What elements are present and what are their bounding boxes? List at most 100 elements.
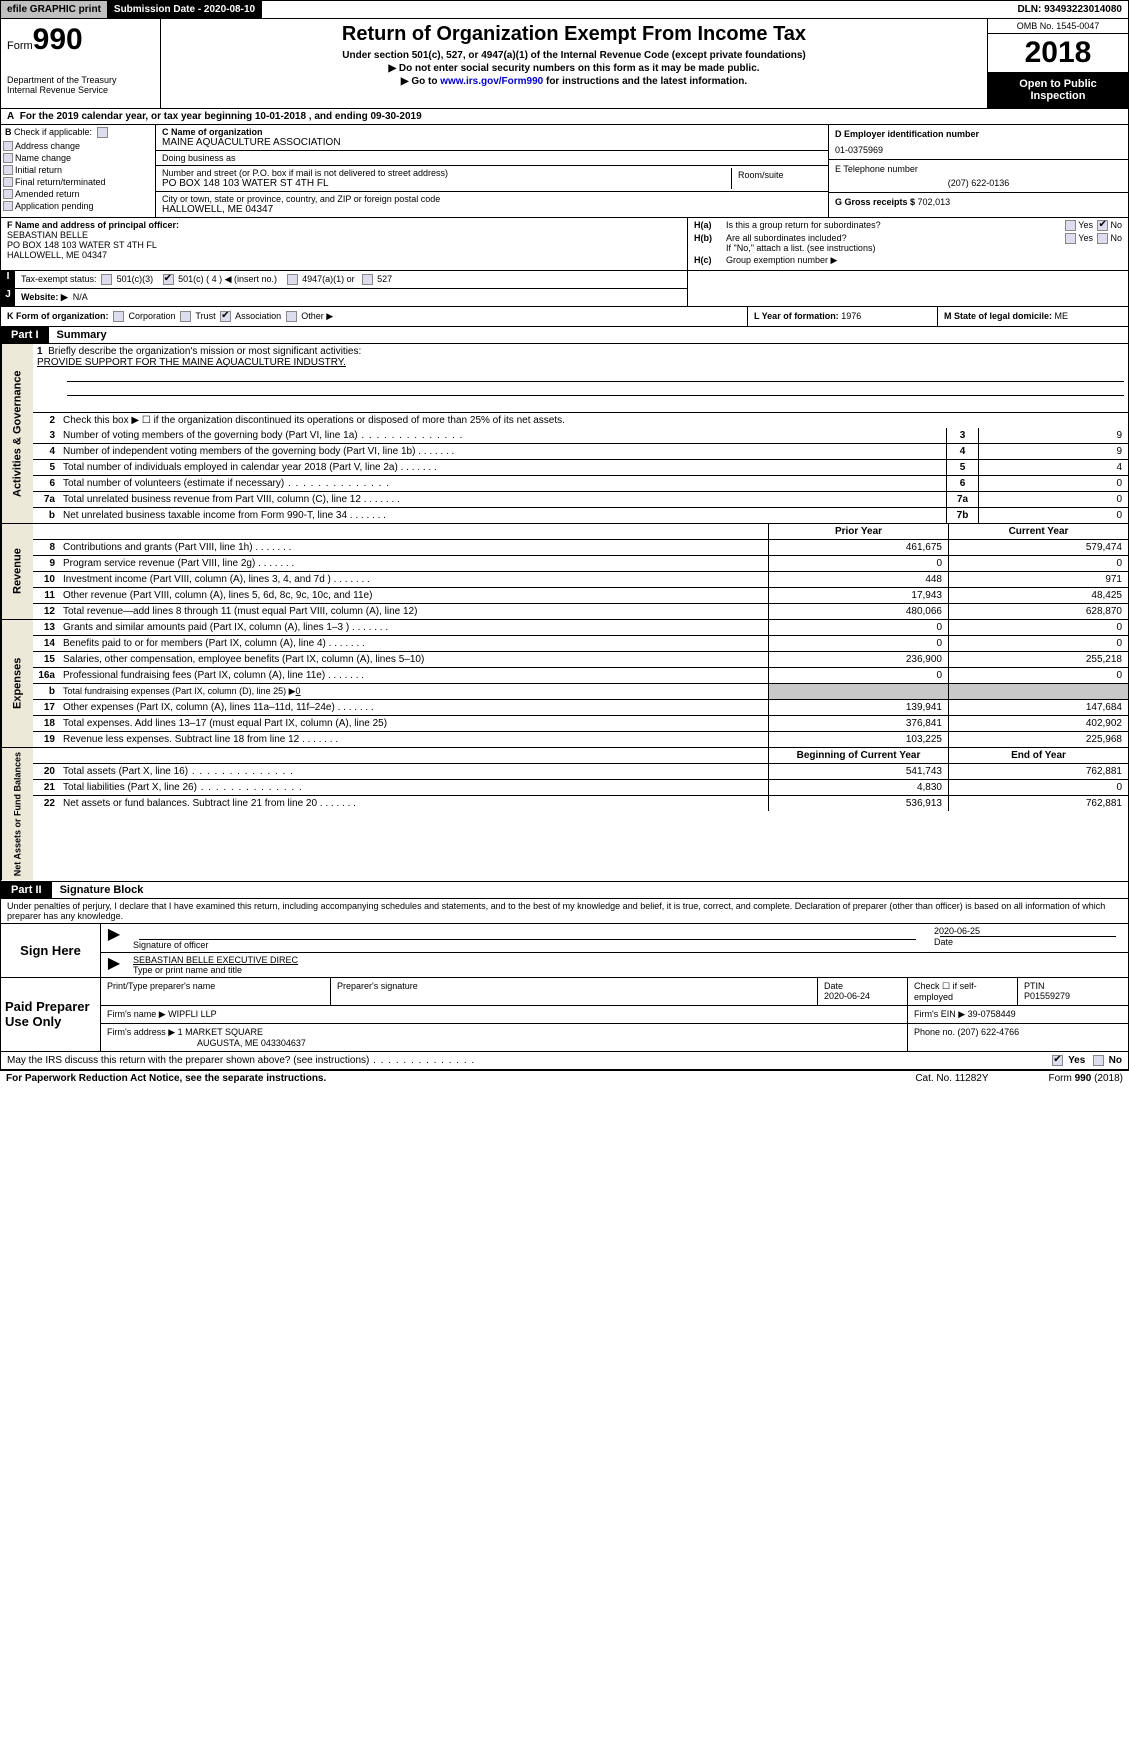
line-21-cy: 0 bbox=[948, 780, 1128, 795]
website-label: Website: ▶ bbox=[21, 292, 68, 302]
writein-line bbox=[67, 384, 1124, 396]
date-label: Date bbox=[934, 937, 1122, 947]
telephone-value: (207) 622-0136 bbox=[835, 178, 1122, 188]
line-16b-py-shade bbox=[768, 684, 948, 699]
firm-name: WIPFLI LLP bbox=[168, 1009, 217, 1019]
chk-527[interactable] bbox=[362, 274, 373, 285]
hb-no-checkbox[interactable] bbox=[1097, 233, 1108, 244]
line-15-cy: 255,218 bbox=[948, 652, 1128, 667]
line-17-py: 139,941 bbox=[768, 700, 948, 715]
col-b-header: B Check if applicable: bbox=[1, 125, 155, 140]
line-10: 10Investment income (Part VIII, column (… bbox=[33, 572, 1128, 588]
footer-paperwork: For Paperwork Reduction Act Notice, see … bbox=[6, 1073, 326, 1084]
form-of-org: K Form of organization: Corporation Trus… bbox=[1, 307, 748, 326]
goto-prefix: Go to bbox=[411, 76, 440, 87]
row-klm: K Form of organization: Corporation Trus… bbox=[0, 307, 1129, 327]
org-name: MAINE AQUACULTURE ASSOCIATION bbox=[162, 137, 822, 148]
room-label: Room/suite bbox=[732, 168, 822, 189]
ha-no-checkbox[interactable] bbox=[1097, 220, 1108, 231]
line-16a-py: 0 bbox=[768, 668, 948, 683]
line-18-py: 376,841 bbox=[768, 716, 948, 731]
chk-501c[interactable] bbox=[163, 274, 174, 285]
line-16a: 16aProfessional fundraising fees (Part I… bbox=[33, 668, 1128, 684]
line-22-cy: 762,881 bbox=[948, 796, 1128, 811]
firm-addr1: 1 MARKET SQUARE bbox=[178, 1027, 263, 1037]
open-line2: Inspection bbox=[990, 90, 1126, 102]
ha-question: Is this a group return for subordinates? bbox=[726, 220, 1063, 231]
line-16b-cy-shade bbox=[948, 684, 1128, 699]
activities-governance-block: Activities & Governance 1 Briefly descri… bbox=[0, 344, 1129, 524]
line-4-label: Number of independent voting members of … bbox=[59, 444, 946, 459]
perjury-statement: Under penalties of perjury, I declare th… bbox=[0, 899, 1129, 924]
hb-note: If "No," attach a list. (see instruction… bbox=[726, 243, 875, 253]
line-5: 5Total number of individuals employed in… bbox=[33, 460, 1128, 476]
line-12-label: Total revenue—add lines 8 through 11 (mu… bbox=[59, 604, 768, 619]
line-5-value: 4 bbox=[978, 460, 1128, 475]
chk-amended-return[interactable]: Amended return bbox=[1, 188, 155, 200]
preparer-sig-label: Preparer's signature bbox=[331, 978, 818, 1005]
chk-corporation[interactable] bbox=[113, 311, 124, 322]
opt-other: Other ▶ bbox=[301, 311, 333, 321]
firm-name-label: Firm's name ▶ bbox=[107, 1009, 166, 1019]
vlabel-expenses: Expenses bbox=[1, 620, 33, 747]
row-l-label: L Year of formation: bbox=[754, 311, 841, 321]
city-value: HALLOWELL, ME 04347 bbox=[162, 204, 822, 215]
writein-line bbox=[67, 370, 1124, 382]
opt-527: 527 bbox=[377, 274, 392, 284]
principal-officer-box: F Name and address of principal officer:… bbox=[1, 218, 688, 270]
line-6: 6Total number of volunteers (estimate if… bbox=[33, 476, 1128, 492]
efile-print-button[interactable]: efile GRAPHIC print bbox=[1, 1, 108, 18]
submission-date-value: 2020-08-10 bbox=[204, 4, 255, 15]
open-to-public: Open to Public Inspection bbox=[988, 72, 1128, 108]
col-b-hdr-checkbox[interactable] bbox=[97, 127, 108, 138]
tax-exempt-label: Tax-exempt status: bbox=[21, 274, 97, 284]
phone-value: (207) 622-4766 bbox=[958, 1027, 1020, 1037]
line-12: 12Total revenue—add lines 8 through 11 (… bbox=[33, 604, 1128, 619]
discuss-yes-checkbox[interactable] bbox=[1052, 1055, 1063, 1066]
chk-application-pending[interactable]: Application pending bbox=[1, 200, 155, 212]
ha-yes-checkbox[interactable] bbox=[1065, 220, 1076, 231]
opt-501c3: 501(c)(3) bbox=[117, 274, 154, 284]
signature-label: Signature of officer bbox=[133, 940, 922, 950]
hb-yes-checkbox[interactable] bbox=[1065, 233, 1076, 244]
street-cell: Number and street (or P.O. box if mail i… bbox=[162, 168, 732, 189]
chk-final-return[interactable]: Final return/terminated bbox=[1, 176, 155, 188]
city-box: City or town, state or province, country… bbox=[156, 192, 828, 217]
telephone-label: E Telephone number bbox=[835, 164, 1122, 174]
chk-4947[interactable] bbox=[287, 274, 298, 285]
firm-addr2: AUGUSTA, ME 043304637 bbox=[197, 1038, 306, 1048]
website-value: N/A bbox=[73, 292, 88, 302]
dept-treasury: Department of the Treasury bbox=[7, 75, 154, 85]
line-17-label: Other expenses (Part IX, column (A), lin… bbox=[59, 700, 768, 715]
expenses-block: Expenses 13Grants and similar amounts pa… bbox=[0, 620, 1129, 748]
line-19: 19Revenue less expenses. Subtract line 1… bbox=[33, 732, 1128, 747]
net-assets-block: Net Assets or Fund Balances Beginning of… bbox=[0, 748, 1129, 881]
line-22-label: Net assets or fund balances. Subtract li… bbox=[59, 796, 768, 811]
street-box: Number and street (or P.O. box if mail i… bbox=[156, 166, 828, 192]
yes-label: Yes bbox=[1068, 1055, 1085, 1066]
line-5-label: Total number of individuals employed in … bbox=[59, 460, 946, 475]
line-8-py: 461,675 bbox=[768, 540, 948, 555]
instructions-link[interactable]: www.irs.gov/Form990 bbox=[440, 76, 543, 87]
part-2-title: Signature Block bbox=[52, 884, 144, 896]
chk-address-change[interactable]: Address change bbox=[1, 140, 155, 152]
chk-name-change[interactable]: Name change bbox=[1, 152, 155, 164]
sign-here-block: Sign Here ▶ Signature of officer 2020-06… bbox=[0, 924, 1129, 978]
chk-other[interactable] bbox=[286, 311, 297, 322]
letter-i: I bbox=[1, 271, 15, 288]
line-20-cy: 762,881 bbox=[948, 764, 1128, 779]
dba-box: Doing business as bbox=[156, 151, 828, 166]
dln-label: DLN: bbox=[1017, 4, 1044, 15]
chk-501c3[interactable] bbox=[101, 274, 112, 285]
row-i: I Tax-exempt status: 501(c)(3) 501(c) ( … bbox=[1, 271, 687, 289]
row-i-j: I Tax-exempt status: 501(c)(3) 501(c) ( … bbox=[1, 271, 1128, 306]
line-11-py: 17,943 bbox=[768, 588, 948, 603]
hc-label: Group exemption number ▶ bbox=[726, 255, 1122, 266]
part-1-title: Summary bbox=[49, 329, 107, 341]
discuss-question: May the IRS discuss this return with the… bbox=[7, 1055, 1050, 1066]
chk-initial-return[interactable]: Initial return bbox=[1, 164, 155, 176]
discuss-no-checkbox[interactable] bbox=[1093, 1055, 1104, 1066]
form-id-block: Form990 Department of the Treasury Inter… bbox=[1, 19, 161, 108]
chk-association[interactable] bbox=[220, 311, 231, 322]
chk-trust[interactable] bbox=[180, 311, 191, 322]
